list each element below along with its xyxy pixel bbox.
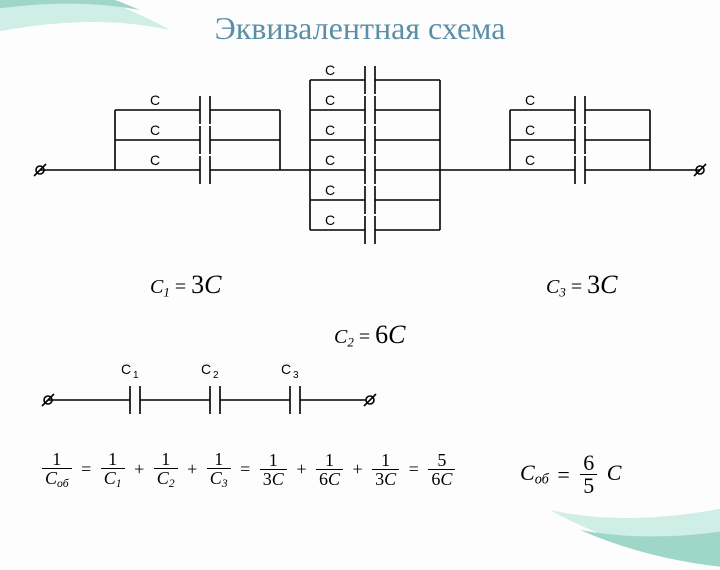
- svg-text:С: С: [525, 152, 535, 168]
- svg-text:С: С: [525, 122, 535, 138]
- equation-result: Cоб = 65 C: [520, 452, 621, 497]
- svg-text:2: 2: [213, 370, 219, 381]
- equation-c2: C2 = 6C: [334, 320, 405, 350]
- equation-c3: C3 = 3C: [546, 270, 617, 300]
- equation-series-sum: 1Cоб = 1C1 + 1C2 + 1C3 = 13C + 16C + 13C…: [40, 450, 457, 490]
- svg-text:1: 1: [133, 370, 139, 381]
- svg-text:С: С: [325, 122, 335, 138]
- svg-text:С: С: [150, 152, 160, 168]
- svg-text:С: С: [150, 92, 160, 108]
- equation-c1: C1 = 3C: [150, 270, 221, 300]
- svg-text:С: С: [201, 361, 211, 377]
- svg-text:С: С: [325, 152, 335, 168]
- svg-text:С: С: [281, 361, 291, 377]
- svg-text:С: С: [325, 62, 335, 78]
- svg-text:С: С: [121, 361, 131, 377]
- svg-text:С: С: [525, 92, 535, 108]
- svg-text:С: С: [325, 212, 335, 228]
- svg-text:С: С: [325, 92, 335, 108]
- svg-text:3: 3: [293, 370, 299, 381]
- svg-text:С: С: [150, 122, 160, 138]
- svg-text:С: С: [325, 182, 335, 198]
